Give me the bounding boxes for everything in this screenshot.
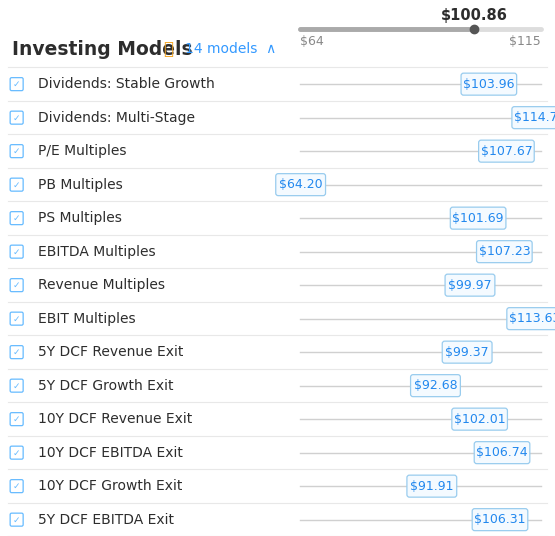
Text: ✓: ✓	[13, 214, 21, 223]
FancyBboxPatch shape	[10, 446, 23, 459]
FancyBboxPatch shape	[512, 107, 555, 129]
Text: $107.67: $107.67	[481, 145, 532, 158]
FancyBboxPatch shape	[461, 73, 517, 95]
FancyBboxPatch shape	[474, 442, 530, 464]
Text: ✓: ✓	[13, 415, 21, 424]
Text: Ⓟ: Ⓟ	[163, 40, 173, 58]
Text: $99.37: $99.37	[445, 346, 489, 359]
Text: ✓: ✓	[13, 80, 21, 89]
Text: $102.01: $102.01	[454, 413, 506, 426]
Text: ✓: ✓	[13, 482, 21, 491]
Text: ✓: ✓	[13, 147, 21, 156]
FancyBboxPatch shape	[10, 178, 23, 191]
FancyBboxPatch shape	[276, 174, 326, 196]
Text: $64: $64	[300, 35, 324, 48]
Text: PS Multiples: PS Multiples	[38, 211, 122, 225]
Text: ✓: ✓	[13, 449, 21, 457]
Text: ✓: ✓	[13, 114, 21, 122]
FancyBboxPatch shape	[10, 279, 23, 292]
FancyBboxPatch shape	[450, 207, 506, 229]
FancyBboxPatch shape	[478, 140, 534, 162]
FancyBboxPatch shape	[452, 408, 507, 430]
FancyBboxPatch shape	[10, 245, 23, 258]
FancyBboxPatch shape	[10, 346, 23, 359]
FancyBboxPatch shape	[10, 513, 23, 526]
FancyBboxPatch shape	[10, 379, 23, 392]
Text: $64.20: $64.20	[279, 178, 322, 191]
Text: $113.63: $113.63	[509, 312, 555, 325]
Text: Revenue Multiples: Revenue Multiples	[38, 278, 165, 292]
FancyBboxPatch shape	[10, 111, 23, 124]
Text: $114.70: $114.70	[514, 111, 555, 124]
FancyBboxPatch shape	[10, 145, 23, 158]
Text: $99.97: $99.97	[448, 279, 492, 292]
Text: 10Y DCF EBITDA Exit: 10Y DCF EBITDA Exit	[38, 445, 183, 460]
Text: P/E Multiples: P/E Multiples	[38, 144, 126, 158]
FancyBboxPatch shape	[507, 308, 555, 330]
Text: $106.74: $106.74	[476, 446, 528, 459]
FancyBboxPatch shape	[10, 413, 23, 426]
FancyBboxPatch shape	[442, 341, 492, 363]
Text: Investing Models: Investing Models	[12, 40, 193, 59]
Text: Dividends: Stable Growth: Dividends: Stable Growth	[38, 77, 214, 91]
FancyBboxPatch shape	[445, 274, 495, 296]
FancyBboxPatch shape	[472, 509, 528, 531]
Text: ✓: ✓	[13, 281, 21, 290]
FancyBboxPatch shape	[407, 475, 457, 497]
Text: ✓: ✓	[13, 315, 21, 323]
Text: 5Y DCF Revenue Exit: 5Y DCF Revenue Exit	[38, 345, 183, 359]
Text: $101.69: $101.69	[452, 212, 504, 225]
FancyBboxPatch shape	[411, 375, 460, 397]
Text: $100.86: $100.86	[441, 8, 508, 23]
FancyBboxPatch shape	[10, 480, 23, 493]
Text: Dividends: Multi-Stage: Dividends: Multi-Stage	[38, 110, 195, 125]
Text: $115: $115	[509, 35, 541, 48]
Text: $91.91: $91.91	[410, 480, 453, 493]
Text: EBITDA Multiples: EBITDA Multiples	[38, 244, 155, 259]
Text: PB Multiples: PB Multiples	[38, 177, 123, 192]
Text: $92.68: $92.68	[413, 379, 457, 392]
Text: 10Y DCF Growth Exit: 10Y DCF Growth Exit	[38, 479, 182, 493]
Text: ✓: ✓	[13, 382, 21, 390]
Text: 5Y DCF Growth Exit: 5Y DCF Growth Exit	[38, 378, 173, 393]
Text: 5Y DCF EBITDA Exit: 5Y DCF EBITDA Exit	[38, 512, 174, 527]
Text: $103.96: $103.96	[463, 78, 514, 91]
Text: ✓: ✓	[13, 348, 21, 357]
Text: ✓: ✓	[13, 181, 21, 189]
FancyBboxPatch shape	[477, 241, 532, 263]
Text: 14 models  ∧: 14 models ∧	[185, 42, 276, 56]
FancyBboxPatch shape	[10, 78, 23, 91]
Text: EBIT Multiples: EBIT Multiples	[38, 311, 135, 326]
Text: $107.23: $107.23	[478, 245, 530, 258]
Text: ✓: ✓	[13, 248, 21, 256]
FancyBboxPatch shape	[10, 312, 23, 325]
Text: ✓: ✓	[13, 516, 21, 524]
Text: 10Y DCF Revenue Exit: 10Y DCF Revenue Exit	[38, 412, 192, 426]
Text: $106.31: $106.31	[474, 513, 526, 526]
FancyBboxPatch shape	[10, 212, 23, 225]
